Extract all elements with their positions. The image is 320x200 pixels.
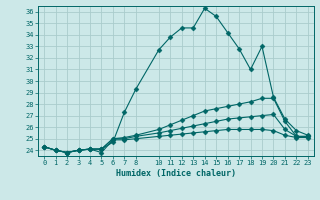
X-axis label: Humidex (Indice chaleur): Humidex (Indice chaleur) [116,169,236,178]
